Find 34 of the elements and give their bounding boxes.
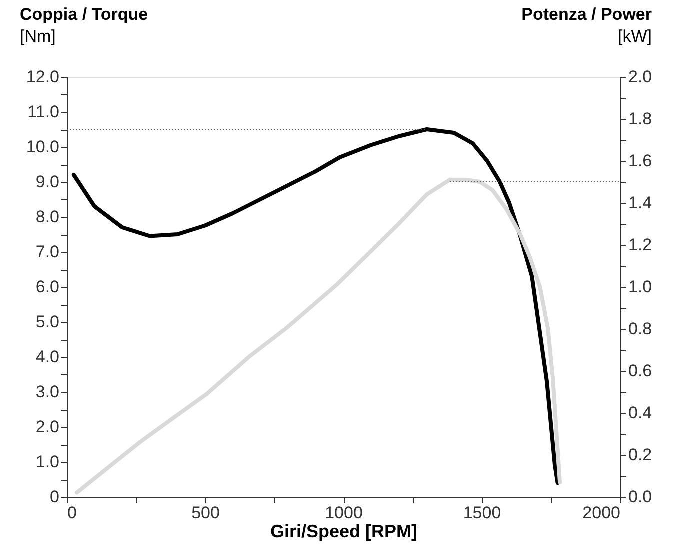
line-series [74, 178, 562, 495]
y2-tick-label: 0.0 [628, 488, 652, 506]
y-tick-label: 1.0 [36, 452, 60, 472]
y-tick-label: 9.0 [36, 172, 60, 192]
y-tick-label: 8.0 [36, 208, 60, 226]
y2-tick-label: 0.8 [628, 320, 652, 338]
x-tick-label: 500 [192, 504, 220, 522]
y2-tick-label: 1.4 [628, 194, 652, 212]
x-tick-label: 1000 [325, 504, 363, 522]
y2-tick-label: 0.6 [628, 362, 652, 380]
y-tick-label: 0 [50, 488, 60, 506]
y-tick-label: 7.0 [36, 242, 60, 262]
y-tick-label: 12.0 [26, 68, 60, 86]
y-tick-label: 4.0 [36, 348, 60, 366]
x-tick-label: 2000 [582, 504, 620, 522]
y-tick-label: 3.0 [36, 382, 60, 402]
y2-tick-label: 0.4 [628, 404, 652, 422]
y2-tick-label: 0.2 [628, 446, 652, 464]
line-series [72, 128, 560, 485]
y2-tick-label: 2.0 [628, 68, 652, 86]
y-tick-label: 5.0 [36, 312, 60, 332]
y-tick-label: 10.0 [26, 138, 60, 156]
y-axis-title: Coppia / Torque [Nm] [20, 5, 148, 46]
y-tick-label: 2.0 [36, 418, 60, 436]
y2-tick-label: 1.0 [628, 278, 652, 296]
y2-tick-label: 1.8 [628, 110, 652, 128]
x-axis-title: Giri/Speed [RPM] [270, 522, 418, 542]
y2-tick-label: 1.6 [628, 152, 652, 170]
x-tick-label: 0 [68, 504, 77, 522]
y2-tick-label: 1.2 [628, 236, 652, 254]
x-tick-label: 1500 [463, 504, 502, 522]
y-tick-label: 6.0 [36, 278, 60, 296]
y-tick-label: 11.0 [28, 102, 60, 122]
y2-axis-title: Potenza / Power [kW] [522, 5, 652, 46]
